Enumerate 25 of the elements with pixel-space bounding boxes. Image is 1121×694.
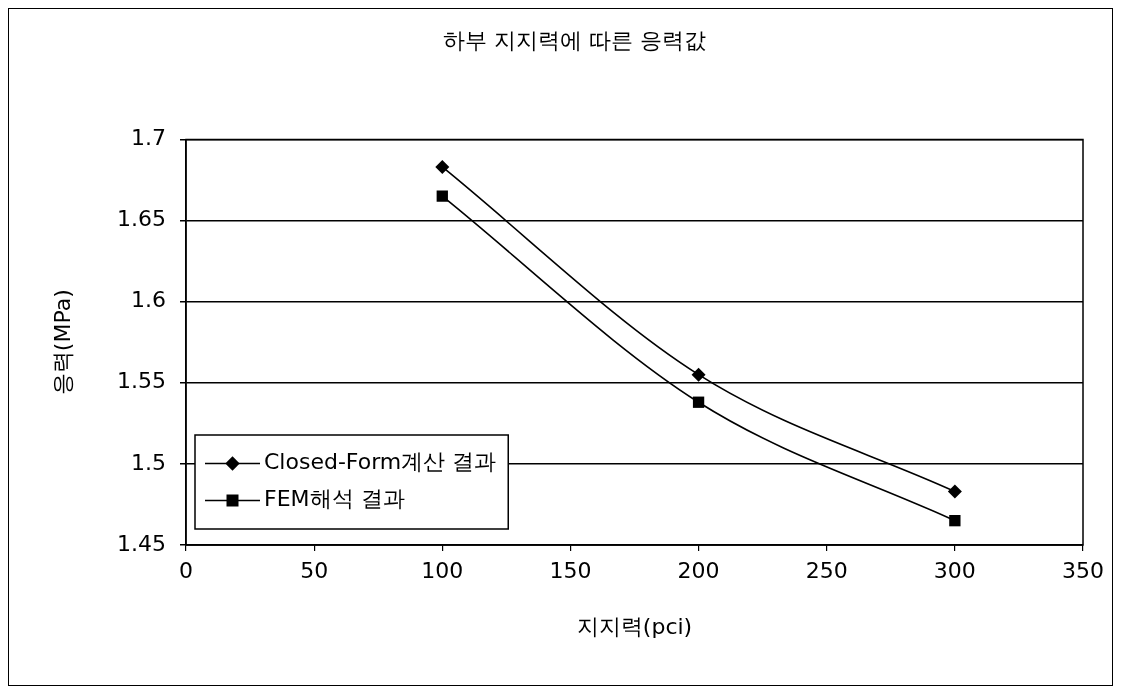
chart-title: 하부 지지력에 따른 응력값 — [443, 27, 706, 53]
x-tick-label: 200 — [677, 557, 720, 583]
y-axis-title: 응력(MPa) — [49, 289, 75, 396]
x-tick-label: 150 — [549, 557, 592, 583]
legend-label: FEM해석 결과 — [264, 486, 405, 512]
x-tick-label: 100 — [421, 557, 464, 583]
y-tick-label: 1.6 — [131, 287, 166, 313]
legend-label: Closed-Form계산 결과 — [264, 449, 497, 475]
point — [691, 367, 706, 382]
x-tick-label: 350 — [1062, 557, 1104, 583]
x-tick-label: 300 — [933, 557, 976, 583]
point — [947, 484, 962, 499]
point — [435, 159, 450, 174]
x-tick-label: 50 — [300, 557, 329, 583]
point — [949, 515, 961, 527]
y-tick-label: 1.65 — [117, 206, 166, 232]
x-axis-title: 지지력(pci) — [576, 613, 693, 639]
y-tick-label: 1.55 — [117, 368, 166, 394]
x-tick-label: 250 — [805, 557, 848, 583]
y-tick-label: 1.7 — [131, 125, 166, 151]
y-tick-label: 1.5 — [131, 449, 166, 475]
point — [436, 190, 448, 202]
x-tick-label: 0 — [179, 557, 193, 583]
y-tick-label: 1.45 — [117, 530, 166, 556]
point — [692, 396, 705, 408]
